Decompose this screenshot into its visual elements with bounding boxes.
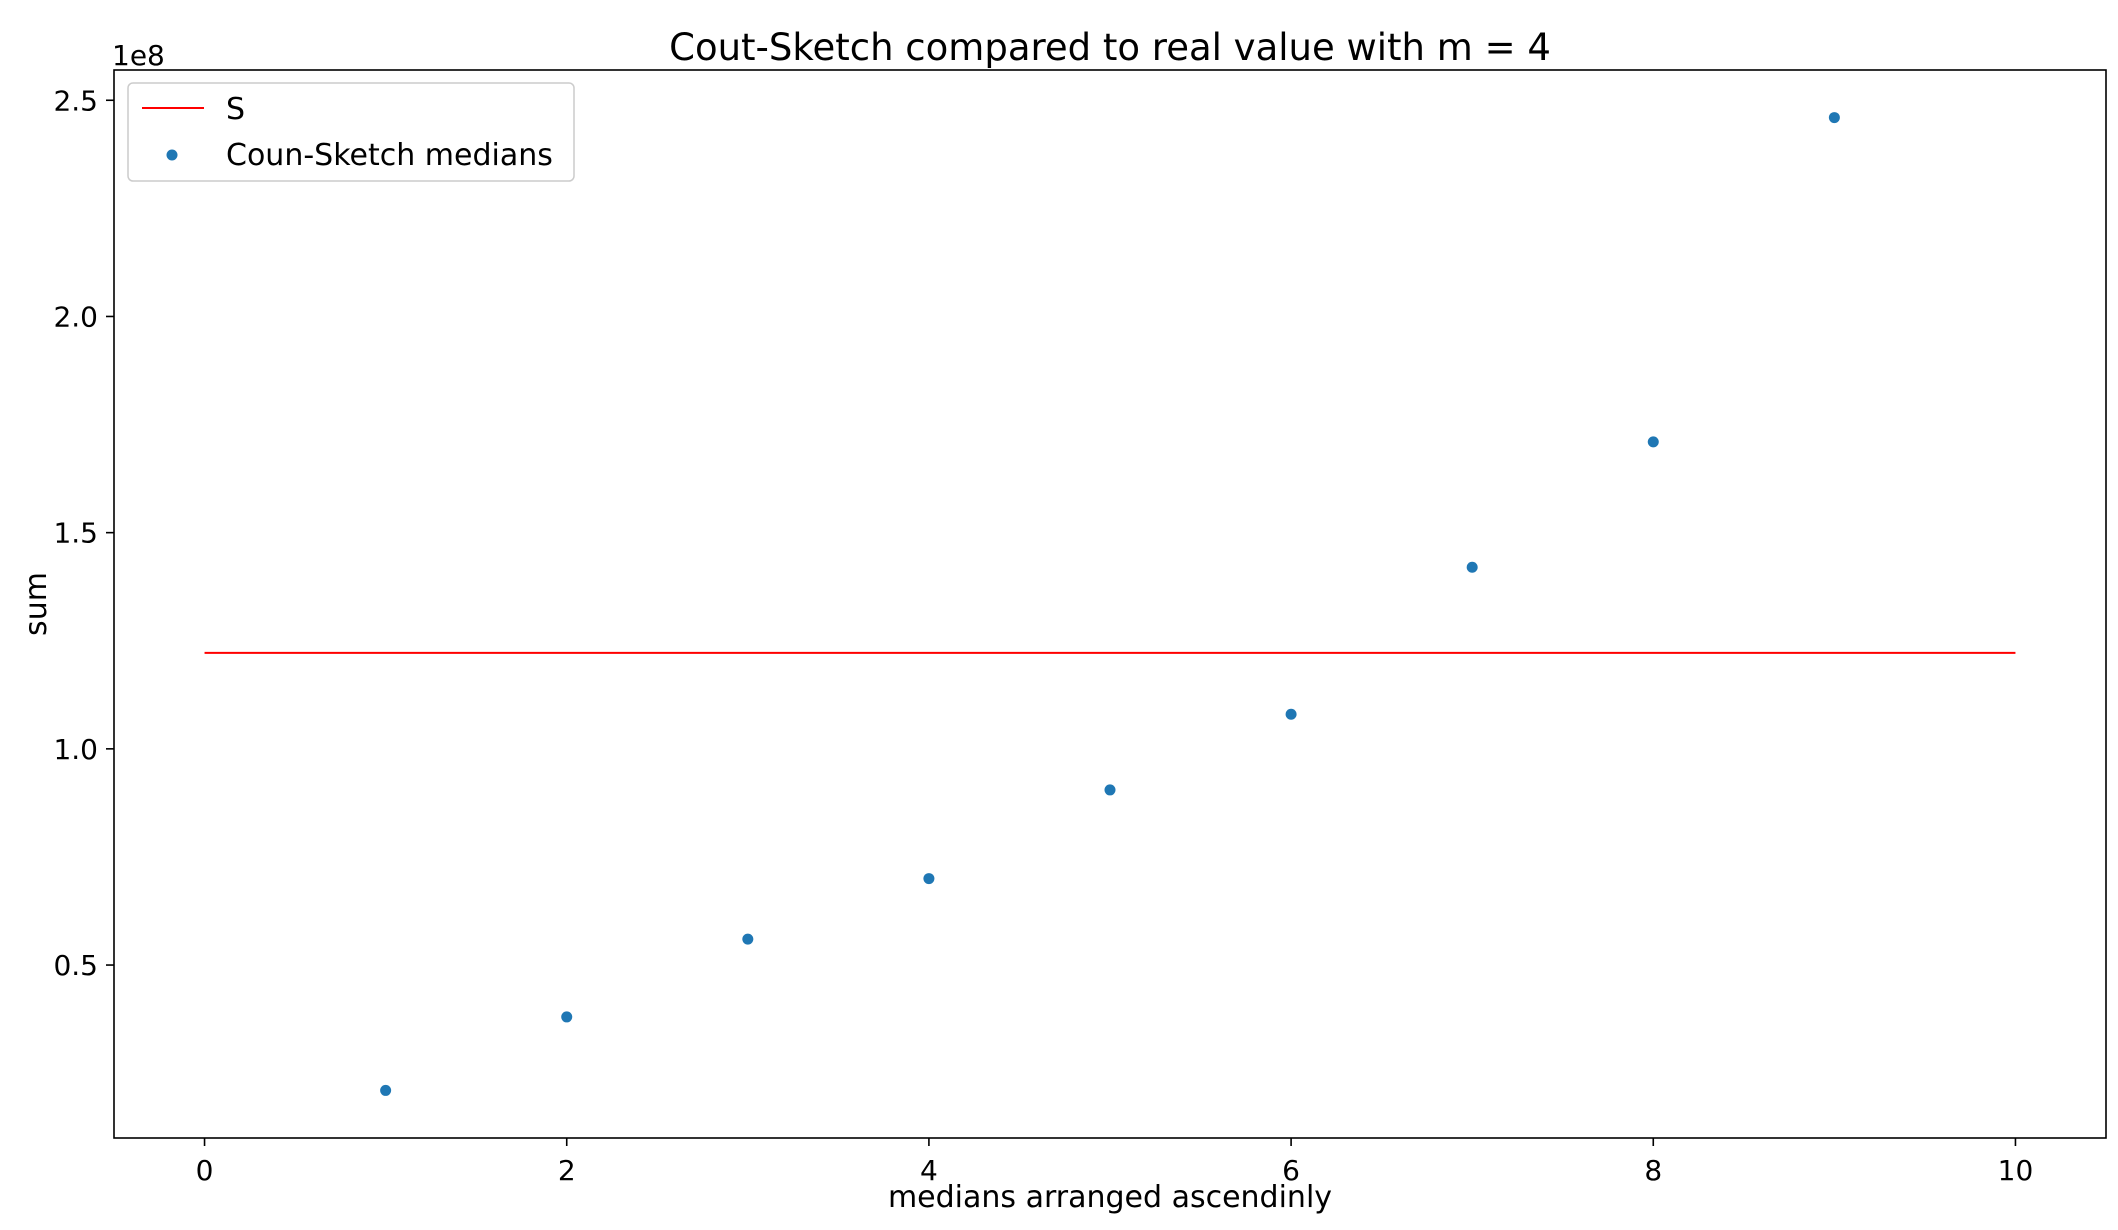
x-axis-ticks: 0 2 4 6 8 10 (196, 1138, 2034, 1187)
x-tick-label: 0 (196, 1154, 214, 1187)
legend-label-line: S (226, 92, 245, 127)
x-tick-label: 2 (558, 1154, 576, 1187)
legend-swatch-dot (166, 149, 178, 161)
legend-label-scatter: Coun-Sketch medians (226, 138, 553, 173)
plot-marks (204, 112, 2016, 1096)
scatter-point (561, 1011, 573, 1023)
y-tick-label: 1.5 (53, 517, 98, 550)
y-tick-label: 2.0 (53, 300, 98, 333)
scatter-point (1285, 708, 1297, 720)
y-axis-label: sum (19, 572, 54, 636)
x-axis-label: medians arranged ascendinly (888, 1180, 1332, 1215)
scatter-point (923, 873, 935, 885)
scatter-point (1466, 561, 1478, 573)
scatter-point (1647, 436, 1659, 448)
y-tick-label: 0.5 (53, 949, 98, 982)
y-offset-label: 1e8 (112, 39, 165, 72)
x-tick-label: 8 (1644, 1154, 1662, 1187)
plot-frame (113, 69, 2107, 1139)
scatter-point (380, 1084, 392, 1096)
y-tick-label: 2.5 (53, 84, 98, 117)
x-tick-label: 6 (1282, 1154, 1300, 1187)
x-tick-label: 4 (920, 1154, 938, 1187)
scatter-point (742, 933, 754, 945)
chart-title: Cout-Sketch compared to real value with … (669, 26, 1551, 69)
scatter-point (1104, 784, 1116, 796)
scatter-point (1828, 112, 1840, 124)
y-axis-ticks: 0.5 1.0 1.5 2.0 2.5 (53, 84, 114, 982)
legend: S Coun-Sketch medians (127, 82, 575, 182)
y-tick-label: 1.0 (53, 733, 98, 766)
legend-box (127, 82, 575, 182)
x-tick-label: 10 (1998, 1154, 2034, 1187)
